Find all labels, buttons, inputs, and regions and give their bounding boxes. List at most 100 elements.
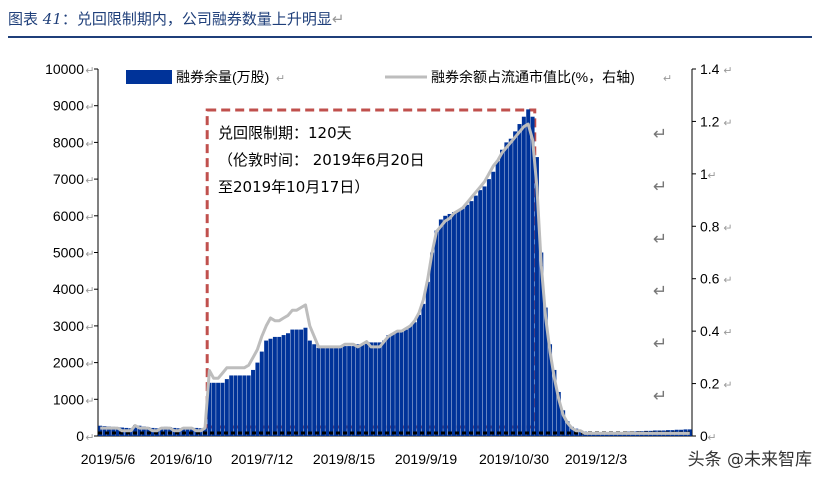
bar xyxy=(133,424,138,436)
bar xyxy=(111,426,116,436)
y-left-return-mark: ↵ xyxy=(85,138,94,150)
y-right-tick-label: 0.2 xyxy=(700,376,720,392)
bar xyxy=(272,336,277,436)
bar xyxy=(163,426,168,436)
bar xyxy=(102,426,107,436)
bar xyxy=(513,131,518,436)
bar xyxy=(264,340,269,436)
watermark: 头条 @未来智库 xyxy=(687,450,812,470)
legend-line-label: 融券余额占流通市值比(%，右轴) xyxy=(431,69,635,85)
bar xyxy=(390,333,395,436)
bar xyxy=(320,346,325,436)
bar xyxy=(460,208,465,436)
bar xyxy=(377,342,382,436)
ratio-line xyxy=(100,122,690,435)
y-left-return-mark: ↵ xyxy=(85,65,94,77)
bar xyxy=(141,426,146,436)
y-left-tick-label: 10000 xyxy=(45,61,84,77)
y-left-return-mark: ↵ xyxy=(85,249,94,261)
x-tick-label: 2019/6/10 xyxy=(150,451,212,467)
bar xyxy=(137,425,142,436)
bar xyxy=(565,421,570,436)
bar xyxy=(307,340,312,436)
bar xyxy=(290,329,295,436)
bar xyxy=(430,252,435,436)
annotation-line-1: 兑回限制期：120天 xyxy=(218,124,352,142)
bar xyxy=(242,375,247,436)
lockup-annotation: 兑回限制期：120天 （伦敦时间： 2019年6月20日 至2019年10月17… xyxy=(218,120,425,201)
bar xyxy=(268,338,273,436)
legend-bar-return-mark: ↵ xyxy=(276,73,285,85)
y-right-return-mark: ↵ xyxy=(723,65,732,77)
y-right-tick-label: 1.4 xyxy=(700,61,720,77)
legend-bar-swatch xyxy=(126,70,172,84)
bar xyxy=(216,382,221,436)
legend-bar-label: 融券余量(万股) xyxy=(176,69,269,85)
bar xyxy=(478,190,483,436)
bar xyxy=(246,375,251,436)
bar xyxy=(530,116,535,437)
y-left-return-mark: ↵ xyxy=(85,359,94,371)
chart-return-mark: ↵ xyxy=(653,282,667,301)
y-right-return-mark: ↵ xyxy=(707,432,716,444)
bar xyxy=(329,346,334,436)
chart-return-mark: ↵ xyxy=(653,177,667,196)
bar xyxy=(255,362,260,436)
y-right-return-mark: ↵ xyxy=(723,117,732,129)
bar xyxy=(355,344,360,436)
y-right-return-mark: ↵ xyxy=(723,380,732,392)
bar xyxy=(211,382,216,436)
y-left-return-mark: ↵ xyxy=(85,395,94,407)
bar xyxy=(443,215,448,436)
y-right-tick-label: 1 xyxy=(700,166,708,182)
bar xyxy=(399,331,404,436)
bar xyxy=(294,329,299,436)
bar xyxy=(251,369,256,436)
y-right-return-mark: ↵ xyxy=(723,275,732,287)
bar xyxy=(382,340,387,436)
bar xyxy=(517,124,522,437)
bar xyxy=(526,109,531,437)
bar xyxy=(561,410,566,436)
bar xyxy=(569,426,574,436)
y-right-tick-label: 0.8 xyxy=(700,218,720,234)
bar xyxy=(342,346,347,436)
bar xyxy=(360,344,365,436)
bar xyxy=(434,230,439,436)
annotation-line-2: （伦敦时间： 2019年6月20日 xyxy=(218,151,425,169)
bar xyxy=(299,329,304,436)
bar xyxy=(451,212,456,436)
bar xyxy=(364,342,369,436)
bar xyxy=(338,346,343,436)
bar xyxy=(368,342,373,436)
x-tick-label: 2019/12/3 xyxy=(565,451,627,467)
y-left-tick-label: 2000 xyxy=(53,355,84,371)
x-tick-label: 2019/8/15 xyxy=(313,451,375,467)
y-left-return-mark: ↵ xyxy=(85,322,94,334)
bar xyxy=(403,329,408,436)
bar xyxy=(233,375,238,436)
y-left-tick-label: 9000 xyxy=(53,98,84,114)
bar xyxy=(552,369,557,436)
bar xyxy=(281,335,286,436)
y-left-tick-label: 5000 xyxy=(53,245,84,261)
bar xyxy=(421,303,426,436)
bar xyxy=(229,375,234,436)
bar xyxy=(508,138,513,437)
x-tick-label: 2019/10/30 xyxy=(479,451,549,467)
y-right-return-mark: ↵ xyxy=(723,327,732,339)
bar xyxy=(351,346,356,436)
bar xyxy=(408,325,413,436)
bar xyxy=(548,344,553,436)
top-rule xyxy=(8,36,812,38)
y-left-tick-label: 7000 xyxy=(53,171,84,187)
figure-label: 图表 xyxy=(8,10,39,28)
y-right-tick-label: 1.2 xyxy=(700,113,720,129)
bar xyxy=(106,426,111,436)
bar xyxy=(207,382,212,436)
chart-return-mark: ↵ xyxy=(653,334,667,353)
bar xyxy=(486,179,491,436)
bar xyxy=(504,142,509,436)
bar xyxy=(312,344,317,436)
